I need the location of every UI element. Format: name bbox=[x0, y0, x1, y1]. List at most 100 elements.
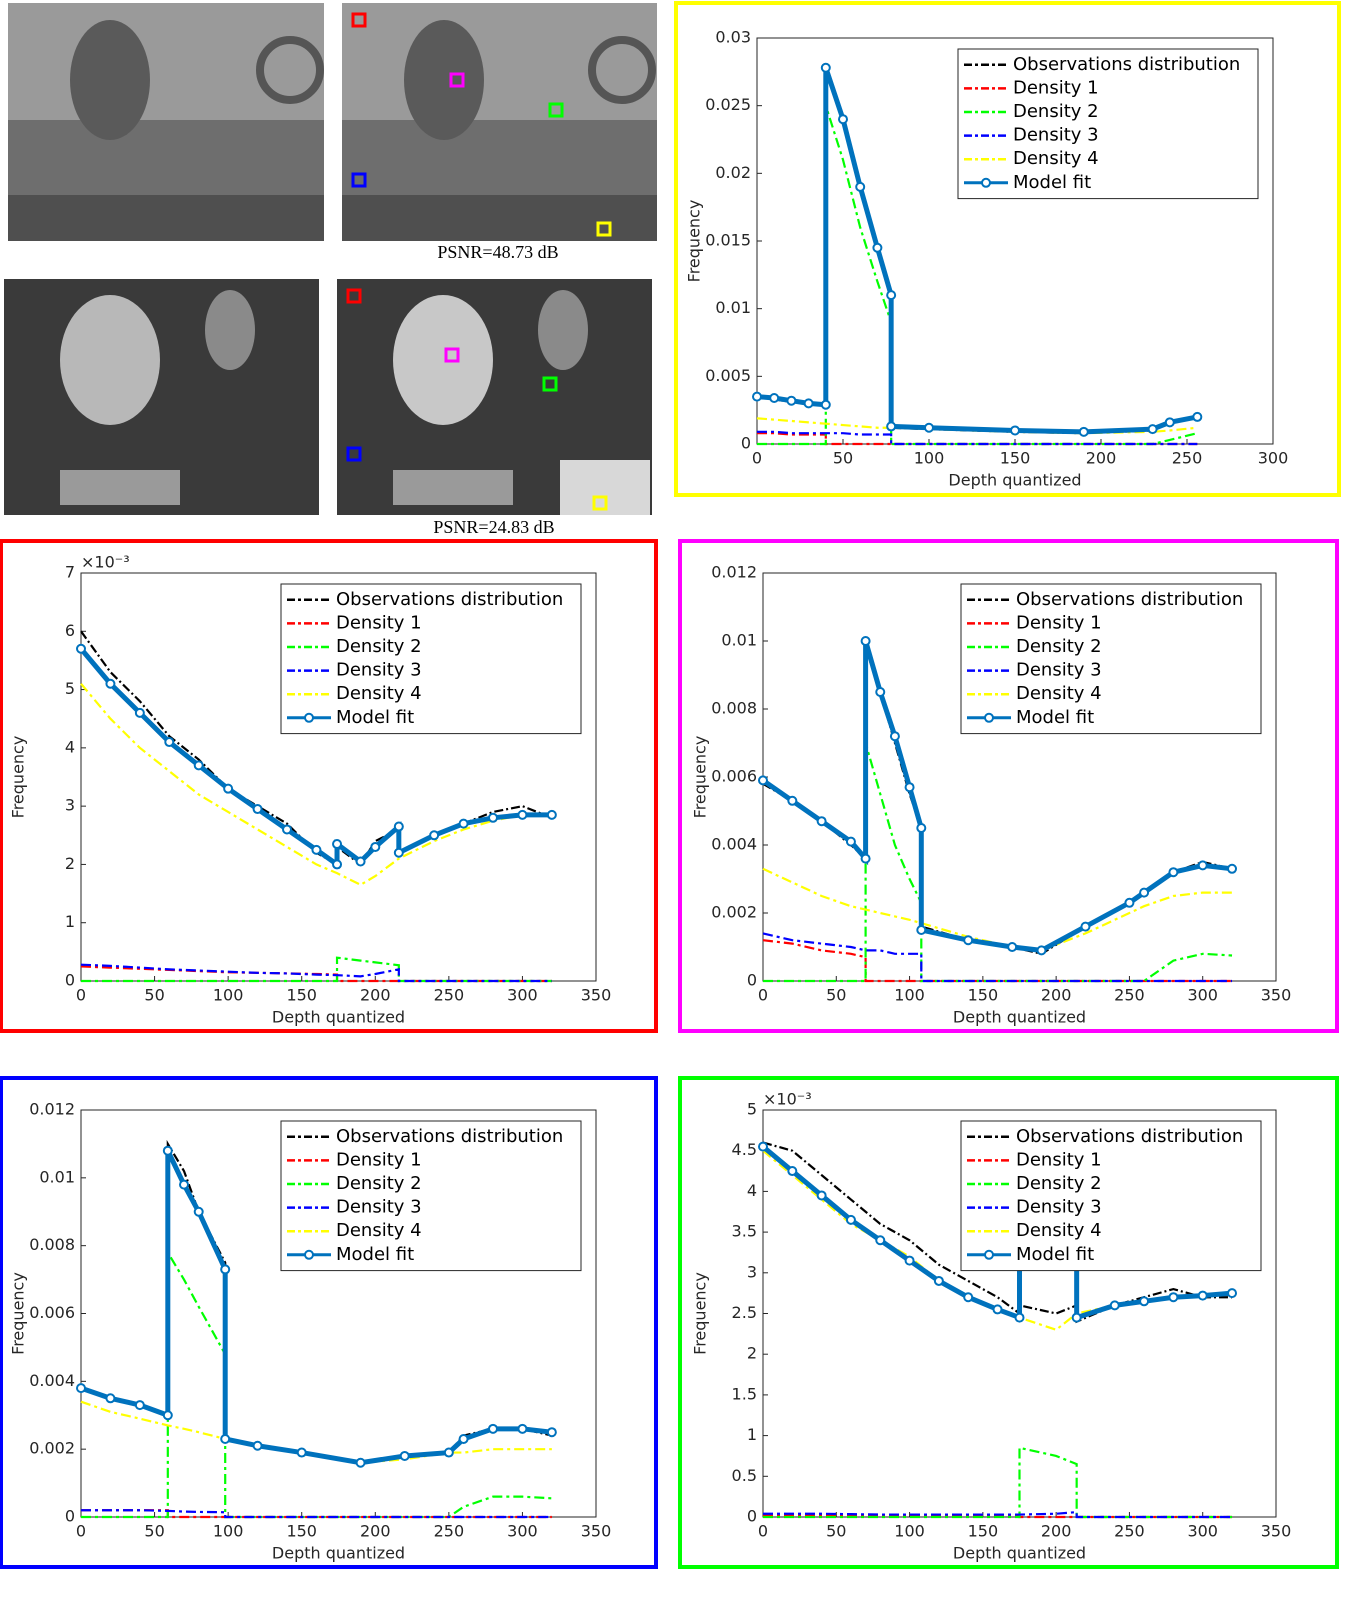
series-line bbox=[80, 683, 552, 887]
y-tick-label: 0 bbox=[65, 971, 75, 990]
y-tick-label: 0.008 bbox=[29, 1235, 75, 1254]
fit-marker bbox=[855, 181, 866, 192]
y-tick-label: 0.008 bbox=[711, 699, 757, 718]
x-tick-label: 100 bbox=[894, 1522, 925, 1541]
fit-marker bbox=[134, 1400, 145, 1411]
y-tick-label: 1.5 bbox=[732, 1384, 757, 1403]
y-tick-label: 0.002 bbox=[29, 1439, 75, 1458]
fit-marker bbox=[76, 1383, 86, 1394]
frame bbox=[674, 1, 1341, 497]
fit-marker bbox=[370, 841, 381, 852]
fit-marker bbox=[1139, 1296, 1150, 1307]
x-tick-label: 0 bbox=[758, 986, 768, 1005]
fit-marker bbox=[816, 1190, 827, 1201]
legend-label: Density 2 bbox=[1016, 636, 1102, 657]
series-line bbox=[81, 1509, 552, 1519]
fit-marker bbox=[252, 804, 263, 815]
x-tick-label: 350 bbox=[581, 1522, 612, 1541]
fit-marker bbox=[1164, 417, 1175, 428]
x-axis-label: Depth quantized bbox=[272, 1008, 405, 1027]
fit-marker bbox=[886, 290, 897, 301]
y-tick-label: 6 bbox=[65, 621, 75, 640]
fit-marker bbox=[162, 1410, 173, 1421]
fit-marker bbox=[105, 678, 116, 689]
y-exponent: ×10⁻³ bbox=[763, 1090, 812, 1109]
fit-marker bbox=[193, 1206, 204, 1217]
fit-marker bbox=[311, 844, 322, 855]
fit-marker bbox=[875, 687, 886, 697]
fit-marker bbox=[220, 1264, 231, 1275]
legend-label: Density 4 bbox=[336, 683, 422, 704]
y-tick-label: 5 bbox=[747, 1100, 757, 1119]
x-tick-label: 350 bbox=[1261, 1522, 1292, 1541]
frame bbox=[0, 539, 658, 1033]
fit-marker bbox=[399, 1450, 410, 1461]
fit-marker bbox=[916, 823, 927, 833]
fit-marker bbox=[162, 1145, 173, 1156]
y-tick-label: 3 bbox=[65, 796, 75, 815]
fit-marker bbox=[1007, 942, 1018, 952]
fit-marker bbox=[1168, 1292, 1179, 1303]
legend-marker bbox=[304, 1249, 314, 1260]
fit-marker bbox=[787, 1166, 798, 1177]
y-tick-label: 2 bbox=[65, 854, 75, 873]
series-line bbox=[763, 1510, 1233, 1519]
fit-marker bbox=[803, 398, 814, 409]
legend-label: Density 3 bbox=[336, 660, 422, 681]
y-tick-label: 0 bbox=[65, 1507, 75, 1526]
fit-marker bbox=[752, 391, 762, 402]
fit-marker bbox=[860, 636, 871, 646]
legend-label: Model fit bbox=[1016, 1244, 1094, 1265]
fit-marker bbox=[223, 783, 234, 794]
fit-marker bbox=[1192, 411, 1203, 422]
fit-marker bbox=[758, 775, 768, 786]
x-tick-label: 300 bbox=[507, 986, 538, 1005]
fit-marker bbox=[1010, 425, 1020, 436]
fit-marker bbox=[1147, 424, 1158, 435]
x-tick-label: 150 bbox=[968, 986, 999, 1005]
y-tick-label: 2.5 bbox=[732, 1303, 757, 1322]
depth-map-estimated bbox=[342, 3, 657, 241]
x-tick-label: 300 bbox=[1258, 449, 1289, 468]
fit-marker bbox=[179, 1179, 189, 1190]
legend-label: Density 3 bbox=[336, 1197, 422, 1218]
frame bbox=[0, 1076, 658, 1569]
y-tick-label: 0.012 bbox=[29, 1100, 75, 1119]
fit-marker bbox=[916, 925, 927, 935]
y-tick-label: 0.01 bbox=[39, 1167, 75, 1186]
y-tick-label: 3 bbox=[747, 1262, 757, 1281]
fit-marker bbox=[933, 1275, 944, 1286]
depth-map-clean bbox=[8, 3, 324, 241]
fit-marker bbox=[517, 809, 528, 820]
x-tick-label: 250 bbox=[1114, 1522, 1145, 1541]
legend-label: Density 3 bbox=[1016, 1197, 1102, 1218]
frame bbox=[678, 1076, 1339, 1569]
x-tick-label: 350 bbox=[581, 986, 612, 1005]
x-tick-label: 250 bbox=[434, 1522, 465, 1541]
fit-marker bbox=[429, 830, 440, 841]
x-tick-label: 300 bbox=[507, 1522, 538, 1541]
x-tick-label: 0 bbox=[752, 449, 762, 468]
legend-marker bbox=[304, 712, 314, 723]
legend bbox=[960, 583, 1262, 735]
fit-marker bbox=[252, 1440, 263, 1451]
legend-label: Density 4 bbox=[336, 1220, 422, 1241]
y-axis-label: Frequency bbox=[691, 736, 710, 819]
fit-marker bbox=[786, 395, 797, 406]
x-tick-label: 50 bbox=[826, 1522, 846, 1541]
y-tick-label: 0.002 bbox=[711, 903, 757, 922]
fit-marker bbox=[820, 399, 831, 410]
x-tick-label: 250 bbox=[1172, 449, 1203, 468]
series-line bbox=[763, 742, 1233, 983]
legend-label: Density 4 bbox=[1013, 148, 1099, 169]
legend-label: Density 3 bbox=[1016, 660, 1102, 681]
fit-marker bbox=[845, 836, 856, 847]
x-axis-label: Depth quantized bbox=[948, 471, 1081, 490]
legend-label: Density 1 bbox=[1016, 1149, 1102, 1170]
legend-label: Density 2 bbox=[1016, 1173, 1102, 1194]
psnr-caption: PSNR=24.83 dB bbox=[433, 517, 554, 537]
x-tick-label: 200 bbox=[1041, 1522, 1072, 1541]
x-tick-label: 200 bbox=[1041, 986, 1072, 1005]
x-tick-label: 50 bbox=[833, 449, 853, 468]
x-tick-label: 150 bbox=[286, 986, 317, 1005]
